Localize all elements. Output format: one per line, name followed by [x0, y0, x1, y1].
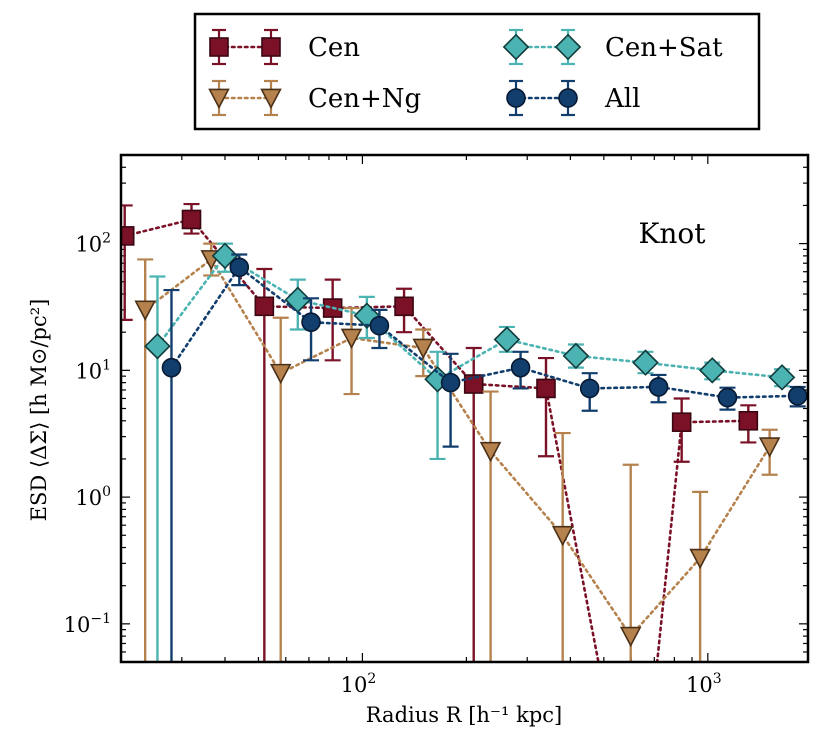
- data-point: [698, 357, 726, 384]
- data-point: [689, 548, 711, 570]
- data-point: [768, 364, 796, 391]
- series-cen-sat: [144, 242, 796, 662]
- data-point: [121, 226, 135, 246]
- legend-label: Cen: [308, 33, 360, 63]
- legend-entry: Cen: [209, 28, 360, 66]
- data-point: [648, 377, 669, 397]
- data-point: [340, 328, 363, 350]
- y-axis-label: ESD ⟨ΔΣ⟩ [h M⊙/pc²]: [27, 299, 51, 522]
- data-point: [269, 363, 292, 385]
- y-tick-label: 10−1: [64, 611, 111, 637]
- data-point: [394, 296, 414, 317]
- legend-marker: [502, 33, 530, 61]
- data-point: [579, 378, 600, 399]
- legend-label: Cen+Ng: [308, 84, 421, 114]
- data-point: [717, 387, 738, 408]
- data-point: [181, 209, 202, 230]
- legend: Cen Cen+Ng Cen+Sat All: [193, 12, 761, 131]
- data-point: [229, 257, 250, 278]
- data-point: [619, 626, 642, 648]
- data-point: [632, 349, 659, 376]
- data-point: [479, 441, 502, 463]
- data-point: [134, 300, 156, 321]
- data-point: [412, 338, 435, 360]
- data-point: [536, 378, 556, 399]
- series-line: [143, 257, 771, 639]
- data-point: [211, 242, 239, 270]
- legend-marker: [506, 88, 526, 108]
- plot-frame: [119, 153, 810, 664]
- data-point: [738, 410, 759, 431]
- series-all: [161, 253, 808, 662]
- series-layer: [121, 202, 808, 662]
- legend-marker: [208, 88, 230, 110]
- legend-marker: [261, 37, 281, 57]
- data-point: [440, 372, 461, 393]
- series-cen-ng: [134, 242, 781, 662]
- legend-marker: [558, 88, 578, 108]
- tick-labels: 102 103 10−1 100 101 102: [64, 231, 722, 697]
- data-point: [254, 296, 275, 317]
- x-tick-label: 102: [341, 671, 377, 697]
- data-point: [369, 315, 390, 336]
- data-point: [510, 357, 531, 378]
- legend-marker: [260, 88, 282, 110]
- data-point: [671, 412, 692, 432]
- x-axis-label: Radius R [h⁻¹ kpc]: [366, 703, 562, 727]
- y-tick-label: 102: [75, 231, 111, 257]
- legend-entry: Cen+Ng: [208, 79, 421, 117]
- data-point: [562, 342, 590, 370]
- series-line: [170, 265, 800, 399]
- x-tick-label: 103: [686, 671, 722, 697]
- y-tick-label: 101: [75, 357, 111, 383]
- plot-area: [121, 155, 808, 662]
- y-tick-label: 100: [75, 484, 111, 510]
- data-point: [493, 326, 521, 353]
- annotation-knot: Knot: [638, 217, 706, 250]
- legend-marker: [209, 37, 229, 57]
- data-point: [551, 525, 574, 547]
- legend-entry: Cen+Sat: [502, 28, 723, 66]
- data-point: [301, 312, 321, 332]
- data-point: [787, 385, 808, 406]
- legend-label: All: [604, 84, 640, 114]
- legend-marker: [554, 33, 582, 61]
- data-point: [144, 332, 171, 360]
- legend-frame: [193, 12, 761, 131]
- data-point: [463, 374, 484, 394]
- legend-entry: All: [506, 79, 640, 117]
- legend-label: Cen+Sat: [605, 33, 723, 63]
- data-point: [758, 437, 781, 458]
- data-point: [161, 357, 182, 378]
- series-line: [156, 254, 784, 381]
